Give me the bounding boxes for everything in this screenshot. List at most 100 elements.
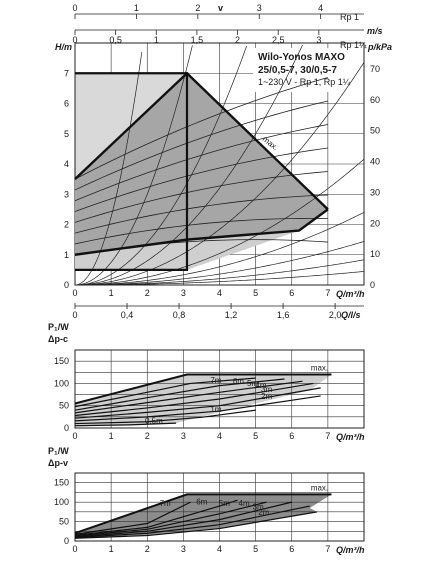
x-tick-label-q: 5 <box>253 288 258 298</box>
x-tick-label-q: 6 <box>289 544 294 554</box>
x-tick-label-q: 6 <box>289 288 294 298</box>
curve-label-3: 5m <box>219 499 230 508</box>
curve-label-2: 0,5m <box>145 417 163 426</box>
ms-tick-label: 0,5 <box>109 35 122 45</box>
x-axis-label-q-2: Q/m³/h <box>336 432 365 442</box>
power-curve-3 <box>74 511 318 539</box>
ls-tick-label: 2,0 <box>329 310 342 320</box>
x-tick-label-q: 5 <box>253 431 258 441</box>
y-tick-label-h: 3 <box>64 189 69 199</box>
y-tick-label-h: 5 <box>64 129 69 139</box>
y-tick-label-p1: 50 <box>59 517 69 527</box>
x-tick-label-q: 3 <box>181 544 186 554</box>
power-curve-3 <box>74 501 267 537</box>
system-curve <box>74 62 365 286</box>
plot-frame-1 <box>74 42 365 286</box>
ms-tick-label: 1 <box>154 35 159 45</box>
p1-axis-label-1: P₁/W <box>48 322 69 332</box>
v-tick-label: 4 <box>318 3 323 13</box>
min-curve <box>74 208 329 256</box>
curve-label-3: 7m <box>160 499 171 508</box>
system-curve <box>74 46 247 286</box>
x-tick-label-q: 0 <box>72 544 77 554</box>
ms-tick-label: 1,5 <box>191 35 204 45</box>
y-tick-label-p1: 100 <box>54 378 69 388</box>
top-axis-rp1: Rp 1 <box>340 12 359 22</box>
y-tick-label-h: 1 <box>64 250 69 260</box>
x-tick-label-q: 7 <box>325 544 330 554</box>
speed-curve <box>74 77 328 180</box>
x-axis-label-q-3: Q/m³/h <box>336 545 365 555</box>
dp-c-label: Δp-c <box>48 334 68 344</box>
y-tick-label-p1: 50 <box>59 401 69 411</box>
chart-note: 1~230 V - Rp 1, Rp 1¼ <box>258 77 351 87</box>
power-curve-3 <box>74 505 310 539</box>
v-tick-label: 3 <box>257 3 262 13</box>
x-tick-label-q: 4 <box>217 288 222 298</box>
curve-label-2: 2m <box>261 392 272 401</box>
curve-label-2: 5m <box>247 379 258 388</box>
power-curve-2 <box>74 422 177 427</box>
chart-title: Wilo-Yonos MAXO <box>258 52 345 63</box>
y-tick-label-p1: 150 <box>54 356 69 366</box>
curve-label-3: 4m <box>239 499 250 508</box>
power-curve-2 <box>74 377 256 408</box>
curve-label-2: 7m <box>210 376 221 385</box>
speed-curve <box>74 194 328 234</box>
y-tick-label-kpa: 70 <box>370 64 380 74</box>
y-tick-label-kpa: 50 <box>370 126 380 136</box>
x-tick-label-q: 1 <box>109 288 114 298</box>
power-curve-2 <box>74 373 332 405</box>
curve-label-2: 6m <box>233 377 244 386</box>
x-axis-label-ls: Q/l/s <box>341 310 361 320</box>
v-tick-label: 0 <box>72 3 77 13</box>
y-tick-label-h: 4 <box>64 159 69 169</box>
x-tick-label-q: 1 <box>109 431 114 441</box>
y-tick-label-h: 0 <box>64 280 69 290</box>
x-tick-label-q: 7 <box>325 431 330 441</box>
ls-tick-label: 0,4 <box>121 310 134 320</box>
curve-label-3: 2m <box>258 508 269 517</box>
ls-tick-label: 0 <box>72 310 77 320</box>
ms-tick-label: 2 <box>235 35 240 45</box>
power-curve-2 <box>74 382 314 417</box>
power-curve-3 <box>74 499 238 536</box>
y-tick-label-h: 2 <box>64 220 69 230</box>
x-tick-label-q: 3 <box>181 288 186 298</box>
curve-label-3: 3m <box>253 503 264 512</box>
curve-label-2: 1m <box>210 405 221 414</box>
system-curve <box>74 45 193 286</box>
x-tick-label-q: 7 <box>325 288 330 298</box>
power-curve-2 <box>74 387 321 419</box>
y-axis-label-h: H/m <box>55 42 72 52</box>
speed-curve <box>74 171 328 223</box>
y-tick-label-kpa: 20 <box>370 218 380 228</box>
x-tick-label-q: 2 <box>145 544 150 554</box>
system-curve <box>74 52 143 286</box>
v-tick-label: 1 <box>134 3 139 13</box>
system-curve <box>74 212 365 286</box>
x-tick-label-q: 0 <box>72 288 77 298</box>
y-tick-label-kpa: 40 <box>370 157 380 167</box>
y-tick-label-p1: 0 <box>64 536 69 546</box>
y-tick-label-p1: 0 <box>64 423 69 433</box>
y-axis-label-kpa: p/kPa <box>367 42 392 52</box>
y-tick-label-kpa: 0 <box>370 280 375 290</box>
power-curve-2 <box>74 380 303 414</box>
y-tick-label-kpa: 10 <box>370 249 380 259</box>
curve-label-2: max. <box>311 364 328 373</box>
speed-curve <box>74 217 328 245</box>
power-curve-3 <box>74 501 292 538</box>
y-tick-label-p1: 100 <box>54 497 69 507</box>
system-curve <box>74 241 365 286</box>
curve-label-3: 6m <box>196 497 207 506</box>
top-axis-rp114: Rp 1¼ <box>340 40 367 50</box>
y-tick-label-p1: 150 <box>54 478 69 488</box>
x-tick-label-q: 2 <box>145 288 150 298</box>
plot-frame-2 <box>74 349 365 429</box>
x-tick-label-q: 0 <box>72 431 77 441</box>
ms-tick-label: 0 <box>72 35 77 45</box>
ms-tick-label: 3 <box>316 35 321 45</box>
ls-tick-label: 1,2 <box>225 310 238 320</box>
curve-label-2: 3m <box>261 385 272 394</box>
